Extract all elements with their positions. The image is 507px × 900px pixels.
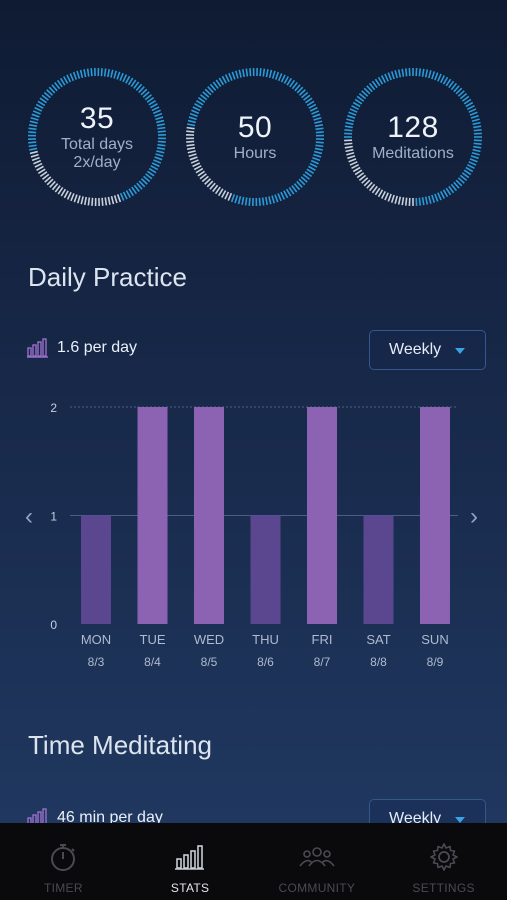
progress-ring-icon xyxy=(27,67,167,207)
chart-next-arrow[interactable]: › xyxy=(470,503,478,530)
tab-stats[interactable]: STATS xyxy=(127,823,254,900)
daily-summary: 1.6 per day xyxy=(27,336,137,360)
stat-value: 50 xyxy=(237,111,273,144)
bar-chart-icon xyxy=(27,338,48,358)
stat-hours: 50 Hours xyxy=(184,66,326,208)
time-summary-text: 46 min per day xyxy=(57,809,163,826)
x-tick-day: SUN xyxy=(421,632,448,647)
stat-value: 35 xyxy=(79,102,115,135)
tab-timer[interactable]: TIMER xyxy=(0,823,127,900)
x-tick-day: SAT xyxy=(366,632,390,647)
chart-bar[interactable] xyxy=(81,515,111,625)
x-tick-day: WED xyxy=(194,632,224,647)
tab-label: SETTINGS xyxy=(412,881,475,895)
x-tick-day: MON xyxy=(81,632,111,647)
x-tick-date: 8/6 xyxy=(257,655,274,669)
daily-practice-chart: 0 1 2 MON 8/3 TUE 8/4 WED 8/5 THU 8/6 FRI 8/7 SAT 8/8 S… xyxy=(50,401,458,669)
time-meditating-title: Time Meditating xyxy=(28,730,212,760)
stat-label: Hours xyxy=(233,145,277,162)
tab-label: STATS xyxy=(170,881,210,895)
x-tick-date: 8/5 xyxy=(201,655,218,669)
y-tick-label: 2 xyxy=(50,401,57,415)
chart-bar[interactable] xyxy=(420,407,450,624)
stat-total-days: 35 Total days 2x/day xyxy=(26,66,168,208)
y-tick-label: 0 xyxy=(50,618,57,632)
stat-meditations: 128 Meditations xyxy=(342,66,484,208)
caret-down-icon xyxy=(455,348,465,354)
community-icon xyxy=(299,847,335,867)
chart-prev-arrow[interactable]: ‹ xyxy=(25,503,33,530)
daily-practice-title: Daily Practice xyxy=(28,262,187,292)
stats-rings: 35 Total days 2x/day 50 Hours 128 Medita… xyxy=(0,66,507,208)
x-tick-date: 8/3 xyxy=(88,655,105,669)
daily-period-dropdown[interactable]: Weekly xyxy=(369,330,486,370)
stopwatch-icon xyxy=(51,844,76,871)
stat-label: Total days xyxy=(60,136,134,153)
tab-community[interactable]: COMMUNITY xyxy=(254,823,381,900)
progress-ring-icon xyxy=(185,67,325,207)
x-tick-date: 8/7 xyxy=(314,655,331,669)
stat-value: 128 xyxy=(387,111,439,144)
chart-bar[interactable] xyxy=(307,407,337,624)
dropdown-label: Weekly xyxy=(389,341,442,358)
bar-chart-icon xyxy=(175,845,205,870)
stat-label: Meditations xyxy=(372,145,454,162)
x-tick-day: FRI xyxy=(312,632,333,647)
progress-ring-icon xyxy=(344,68,482,206)
chart-bar[interactable] xyxy=(250,515,281,625)
chart-bar[interactable] xyxy=(363,515,394,625)
x-tick-date: 8/9 xyxy=(427,655,444,669)
caret-down-icon xyxy=(455,817,465,823)
chart-bar[interactable] xyxy=(194,407,224,624)
tab-bar: TIMER STATS COMMUNITY xyxy=(0,823,507,900)
stat-sublabel: 2x/day xyxy=(73,154,121,171)
y-tick-label: 1 xyxy=(50,510,57,524)
chart-bar[interactable] xyxy=(137,407,168,624)
x-tick-day: THU xyxy=(252,632,279,647)
tab-label: COMMUNITY xyxy=(278,881,356,895)
tab-settings[interactable]: SETTINGS xyxy=(380,823,507,900)
dropdown-label: Weekly xyxy=(389,810,442,827)
x-tick-day: TUE xyxy=(140,632,166,647)
daily-summary-text: 1.6 per day xyxy=(57,339,138,356)
x-tick-date: 8/8 xyxy=(370,655,387,669)
tab-label: TIMER xyxy=(43,881,83,895)
x-tick-date: 8/4 xyxy=(144,655,161,669)
gear-icon xyxy=(429,843,458,871)
